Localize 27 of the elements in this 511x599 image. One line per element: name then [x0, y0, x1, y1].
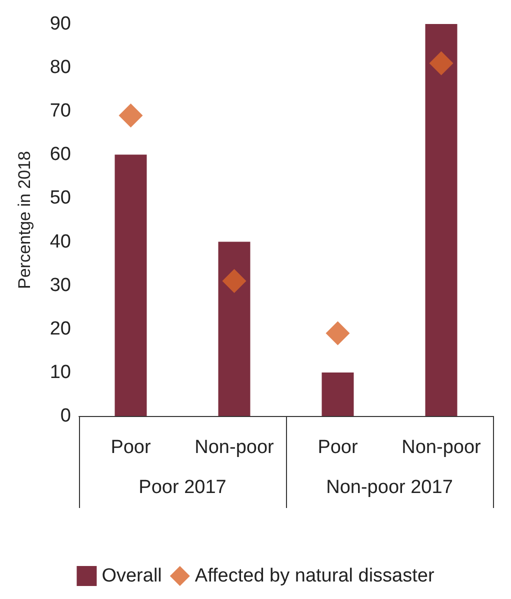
point — [326, 321, 350, 346]
bar — [218, 242, 250, 416]
point — [222, 268, 246, 293]
y-tick-label: 0 — [60, 406, 71, 426]
y-tick-label: 70 — [50, 100, 71, 122]
x-tick-label: Poor — [318, 437, 358, 458]
point — [118, 103, 143, 128]
x-tick-label: Non-poor — [194, 437, 275, 458]
y-tick-label: 80 — [50, 57, 71, 78]
x-tick-label: Poor — [110, 437, 152, 458]
legend-label: Overall — [102, 566, 162, 586]
y-axis-title: Percentge in 2018 — [15, 151, 34, 289]
y-tick-label: 40 — [50, 231, 71, 252]
text: Non-poor 2017 — [326, 477, 453, 498]
y-tick-label: 20 — [50, 318, 71, 340]
text: Poor 2017 — [138, 477, 226, 498]
y-tick-label: 90 — [50, 14, 71, 34]
point — [429, 51, 454, 76]
x-tick-label: Non-poor — [402, 437, 482, 458]
bar — [114, 154, 147, 416]
y-tick-label: 10 — [50, 362, 71, 383]
bar — [322, 372, 354, 416]
y-tick-label: 60 — [50, 144, 71, 166]
y-tick-label: 50 — [50, 188, 71, 209]
y-tick-label: 30 — [50, 274, 71, 296]
bar — [425, 24, 458, 416]
legend-label: Affected by natural dissaster — [194, 566, 435, 586]
